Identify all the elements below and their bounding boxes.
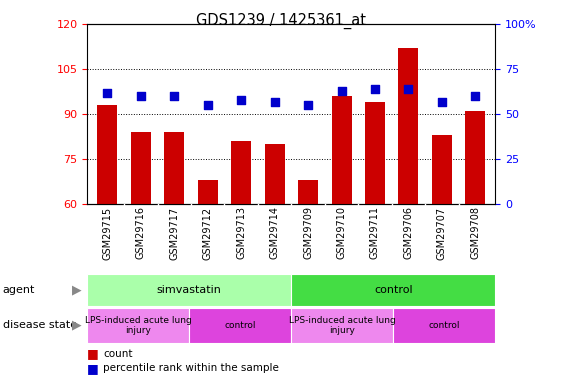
Point <box>370 86 379 92</box>
Text: GSM29710: GSM29710 <box>337 206 347 260</box>
Text: disease state: disease state <box>3 320 77 330</box>
Text: GSM29715: GSM29715 <box>102 206 113 260</box>
Point <box>337 88 346 94</box>
Text: control: control <box>428 321 460 330</box>
Text: GSM29708: GSM29708 <box>470 206 480 260</box>
Text: count: count <box>103 349 132 358</box>
Bar <box>231 141 251 204</box>
Bar <box>164 132 184 204</box>
Text: GSM29716: GSM29716 <box>136 206 146 260</box>
Point <box>404 86 413 92</box>
Bar <box>399 48 418 204</box>
Text: LPS-induced acute lung
injury: LPS-induced acute lung injury <box>289 316 396 335</box>
Text: GSM29713: GSM29713 <box>236 206 246 260</box>
Text: ■: ■ <box>87 347 99 360</box>
Point <box>203 102 212 108</box>
Text: GSM29707: GSM29707 <box>437 206 447 260</box>
Bar <box>265 144 285 204</box>
Bar <box>432 135 452 204</box>
Text: percentile rank within the sample: percentile rank within the sample <box>103 363 279 373</box>
Point <box>303 102 312 108</box>
Point <box>270 99 279 105</box>
Point <box>437 99 446 105</box>
Bar <box>466 111 485 204</box>
Text: GSM29706: GSM29706 <box>404 206 413 260</box>
Point <box>236 97 245 103</box>
Text: agent: agent <box>3 285 35 295</box>
Bar <box>394 308 495 343</box>
Bar <box>298 180 318 204</box>
Text: GDS1239 / 1425361_at: GDS1239 / 1425361_at <box>196 13 367 29</box>
Bar <box>97 105 117 204</box>
Text: ■: ■ <box>87 362 99 375</box>
Point <box>103 90 112 96</box>
Text: control: control <box>374 285 413 295</box>
Text: simvastatin: simvastatin <box>157 285 222 295</box>
Bar <box>189 308 292 343</box>
Text: ▶: ▶ <box>72 283 82 296</box>
Text: LPS-induced acute lung
injury: LPS-induced acute lung injury <box>85 316 191 335</box>
Bar <box>87 274 292 306</box>
Bar <box>292 308 394 343</box>
Point <box>136 93 145 99</box>
Bar <box>198 180 218 204</box>
Text: GSM29711: GSM29711 <box>370 206 380 260</box>
Text: GSM29717: GSM29717 <box>169 206 179 260</box>
Point <box>471 93 480 99</box>
Text: GSM29714: GSM29714 <box>270 206 280 260</box>
Text: ▶: ▶ <box>72 319 82 332</box>
Bar <box>87 308 189 343</box>
Bar <box>292 274 495 306</box>
Text: GSM29712: GSM29712 <box>203 206 213 260</box>
Point <box>170 93 179 99</box>
Bar <box>365 102 385 204</box>
Bar <box>332 96 351 204</box>
Text: GSM29709: GSM29709 <box>303 206 313 260</box>
Text: control: control <box>225 321 256 330</box>
Bar <box>131 132 151 204</box>
